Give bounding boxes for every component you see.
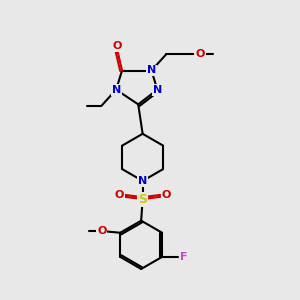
Text: F: F	[180, 252, 188, 262]
Text: O: O	[161, 190, 171, 200]
Text: O: O	[114, 190, 124, 200]
Text: O: O	[195, 49, 205, 59]
Text: N: N	[153, 85, 162, 94]
Text: N: N	[138, 176, 147, 186]
Text: O: O	[97, 226, 106, 236]
Text: S: S	[138, 193, 147, 206]
Text: O: O	[113, 41, 122, 51]
Text: N: N	[147, 65, 156, 76]
Text: N: N	[112, 85, 121, 94]
